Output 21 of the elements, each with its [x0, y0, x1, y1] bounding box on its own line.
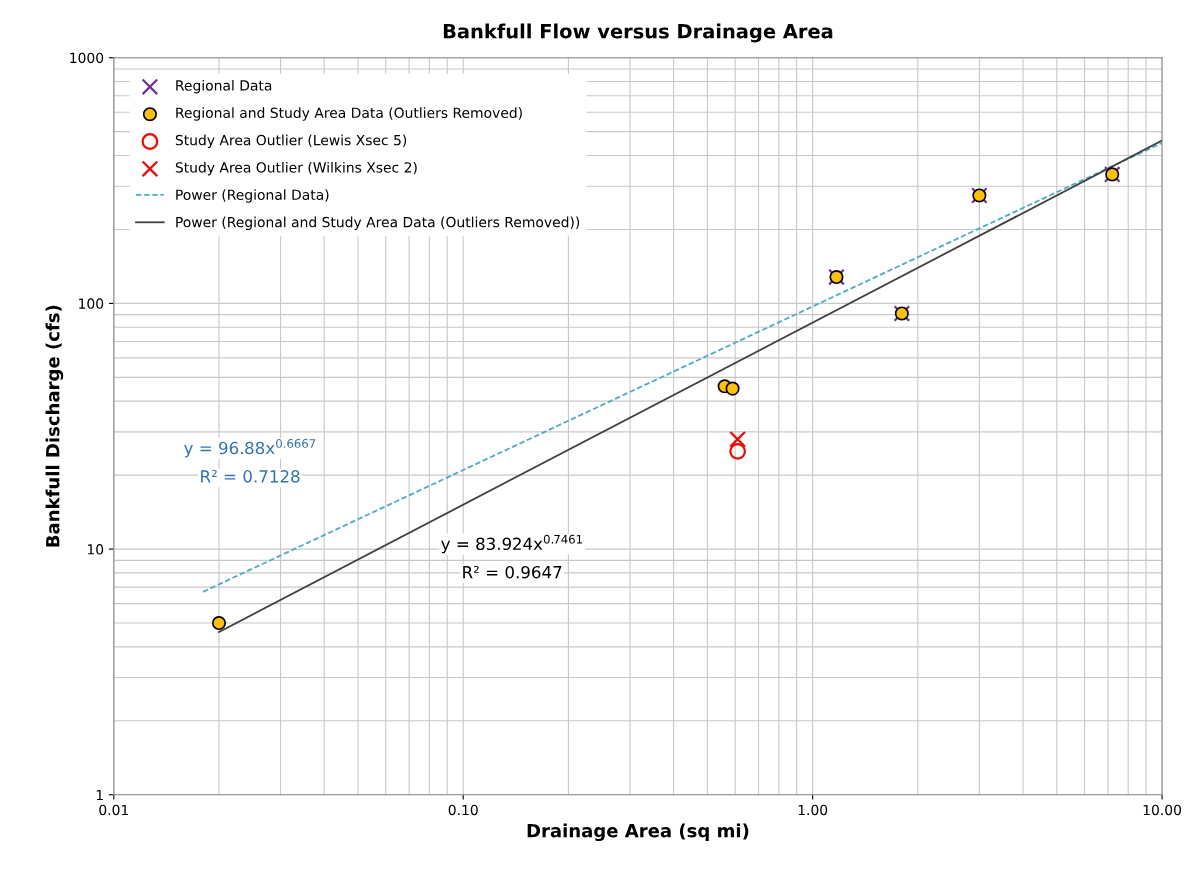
y-tick-label: 10 — [87, 544, 104, 555]
y-tick-label: 1000 — [70, 52, 104, 64]
legend-label: Regional Data — [176, 79, 272, 94]
y-tick-label: 1 — [96, 789, 103, 801]
legend-label: Study Area Outlier (Lewis Xsec 5) — [175, 134, 407, 149]
legend-label: Power (Regional Data) — [176, 189, 329, 203]
legend-label: Power (Regional and Study Area Data (Outliers Removed)) — [176, 216, 580, 231]
annotation: R² = 0.7128 — [201, 470, 300, 483]
x-tick-label: 10.00 — [1143, 804, 1182, 816]
x-tick-label: 0.01 — [99, 804, 128, 816]
y-tick-label: 100 — [79, 298, 104, 309]
x-tick-label: 0.10 — [448, 804, 478, 816]
x-axis-title: Drainage Area (sq mi) — [527, 823, 749, 842]
annotation: y = 96.88x$^{0.6667}$ — [184, 439, 316, 458]
chart-title: Bankfull Flow versus Drainage Area — [443, 23, 833, 43]
x-tick-label: 1.00 — [798, 804, 828, 816]
annotation: R² = 0.9647 — [463, 565, 562, 579]
legend-label: Regional and Study Area Data (Outliers Removed) — [176, 107, 522, 121]
y-axis-title: Bankfull Discharge (cfs) — [45, 305, 64, 547]
annotation: y = 83.924x$^{0.7461}$ — [441, 534, 582, 554]
legend-label: Study Area Outlier (Wilkins Xsec 2) — [175, 161, 417, 176]
